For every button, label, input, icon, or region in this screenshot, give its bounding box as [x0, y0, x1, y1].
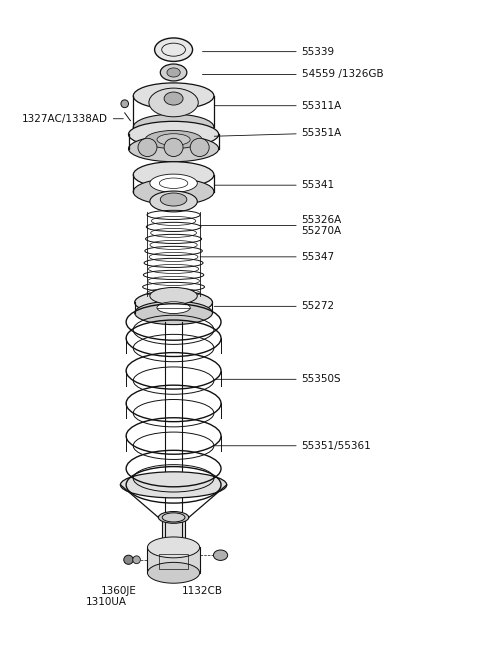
Ellipse shape [150, 174, 197, 193]
Text: 1310UA: 1310UA [86, 597, 127, 607]
Ellipse shape [158, 512, 189, 523]
Text: 1132CB: 1132CB [181, 586, 223, 596]
Ellipse shape [135, 290, 213, 314]
Ellipse shape [214, 550, 228, 560]
Ellipse shape [147, 562, 200, 583]
Ellipse shape [164, 92, 183, 105]
Ellipse shape [162, 545, 185, 555]
Text: 55311A: 55311A [214, 101, 342, 111]
Text: 55347: 55347 [200, 252, 335, 262]
Ellipse shape [124, 555, 133, 564]
Bar [147, 547, 200, 573]
Ellipse shape [162, 513, 185, 522]
Ellipse shape [157, 134, 190, 145]
Bar [162, 518, 185, 550]
Ellipse shape [133, 179, 214, 205]
Ellipse shape [135, 301, 213, 325]
Ellipse shape [167, 68, 180, 77]
Text: 55351/55361: 55351/55361 [214, 441, 372, 451]
Ellipse shape [145, 131, 202, 148]
Text: 1327AC/1338AD: 1327AC/1338AD [22, 114, 123, 124]
Ellipse shape [133, 162, 214, 188]
Text: 1360JE: 1360JE [101, 586, 137, 596]
Ellipse shape [160, 64, 187, 81]
Text: 54559 /1326GB: 54559 /1326GB [203, 70, 384, 79]
Text: 55351A: 55351A [214, 128, 342, 138]
Ellipse shape [121, 100, 129, 108]
Ellipse shape [155, 38, 192, 61]
Ellipse shape [160, 193, 187, 206]
Ellipse shape [147, 537, 200, 558]
Text: 55326A
55270A: 55326A 55270A [200, 215, 342, 237]
Ellipse shape [150, 191, 197, 212]
Ellipse shape [120, 472, 227, 498]
Ellipse shape [138, 138, 157, 156]
Ellipse shape [150, 288, 197, 304]
Text: 55339: 55339 [203, 47, 335, 57]
Ellipse shape [129, 122, 219, 147]
Ellipse shape [133, 83, 214, 109]
Ellipse shape [129, 136, 219, 162]
Ellipse shape [190, 138, 209, 156]
Bar [159, 554, 188, 569]
Ellipse shape [157, 302, 190, 313]
Ellipse shape [149, 88, 198, 117]
Ellipse shape [133, 114, 214, 140]
Text: 55272: 55272 [214, 302, 335, 311]
Ellipse shape [133, 556, 140, 564]
Ellipse shape [164, 138, 183, 156]
Text: 55350S: 55350S [214, 374, 341, 384]
Text: 55341: 55341 [214, 180, 335, 190]
